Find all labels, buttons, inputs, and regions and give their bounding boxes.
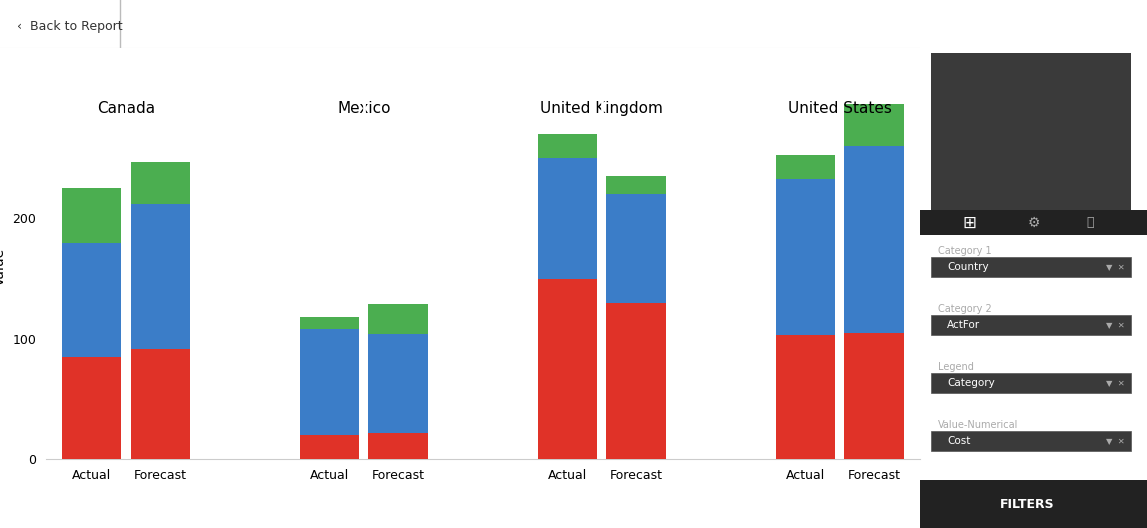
Bar xyxy=(931,431,1131,451)
Text: Legend: Legend xyxy=(938,362,974,372)
Text: >: > xyxy=(1125,18,1137,33)
Text: FILTERS: FILTERS xyxy=(999,498,1054,511)
Bar xyxy=(775,178,835,335)
Bar xyxy=(931,373,1131,393)
Bar xyxy=(844,104,904,146)
Text: ▼  ✕: ▼ ✕ xyxy=(1106,437,1125,446)
Bar xyxy=(62,242,122,357)
Bar xyxy=(920,210,1147,235)
Text: Category 1: Category 1 xyxy=(938,246,992,256)
Text: Canada: Canada xyxy=(96,101,155,116)
Text: ⚙: ⚙ xyxy=(1028,216,1039,230)
Bar xyxy=(931,257,1131,277)
Bar xyxy=(844,146,904,333)
Bar xyxy=(538,279,598,459)
Text: Category 2: Category 2 xyxy=(938,304,992,314)
Bar xyxy=(368,304,428,334)
Bar xyxy=(62,188,122,242)
Bar xyxy=(844,333,904,459)
Bar xyxy=(538,134,598,158)
Bar xyxy=(368,433,428,459)
Bar xyxy=(538,158,598,279)
Text: Value-Numerical: Value-Numerical xyxy=(938,420,1019,430)
Text: United States: United States xyxy=(788,101,891,116)
Bar xyxy=(607,303,666,459)
Text: ⊞: ⊞ xyxy=(963,214,977,232)
Bar xyxy=(299,329,359,435)
Text: ▼  ✕: ▼ ✕ xyxy=(1106,320,1125,330)
Text: ▼  ✕: ▼ ✕ xyxy=(1106,262,1125,272)
Text: United Kingdom: United Kingdom xyxy=(540,101,663,116)
Bar xyxy=(607,176,666,194)
Text: VISUALIZATIONS: VISUALIZATIONS xyxy=(949,18,1064,32)
Bar xyxy=(131,162,190,204)
Bar xyxy=(775,335,835,459)
Text: ActFor: ActFor xyxy=(947,320,981,330)
Text: Mexico: Mexico xyxy=(337,101,391,116)
Bar xyxy=(775,155,835,178)
Text: ‹  Back to Report: ‹ Back to Report xyxy=(16,20,123,33)
Text: Cost: Cost xyxy=(947,437,970,446)
Text: Country: Country xyxy=(947,262,989,272)
Bar xyxy=(368,334,428,433)
Bar xyxy=(299,317,359,329)
Bar xyxy=(931,315,1131,335)
Y-axis label: Value: Value xyxy=(0,248,7,286)
Bar xyxy=(931,53,1131,211)
Bar xyxy=(607,194,666,303)
Text: Category: Category xyxy=(947,379,994,388)
Bar xyxy=(920,480,1147,528)
Bar xyxy=(62,357,122,459)
Text: ▼  ✕: ▼ ✕ xyxy=(1106,379,1125,388)
Bar xyxy=(131,348,190,459)
Bar xyxy=(299,435,359,459)
Text: 🔍: 🔍 xyxy=(1086,216,1094,229)
Bar xyxy=(131,204,190,348)
